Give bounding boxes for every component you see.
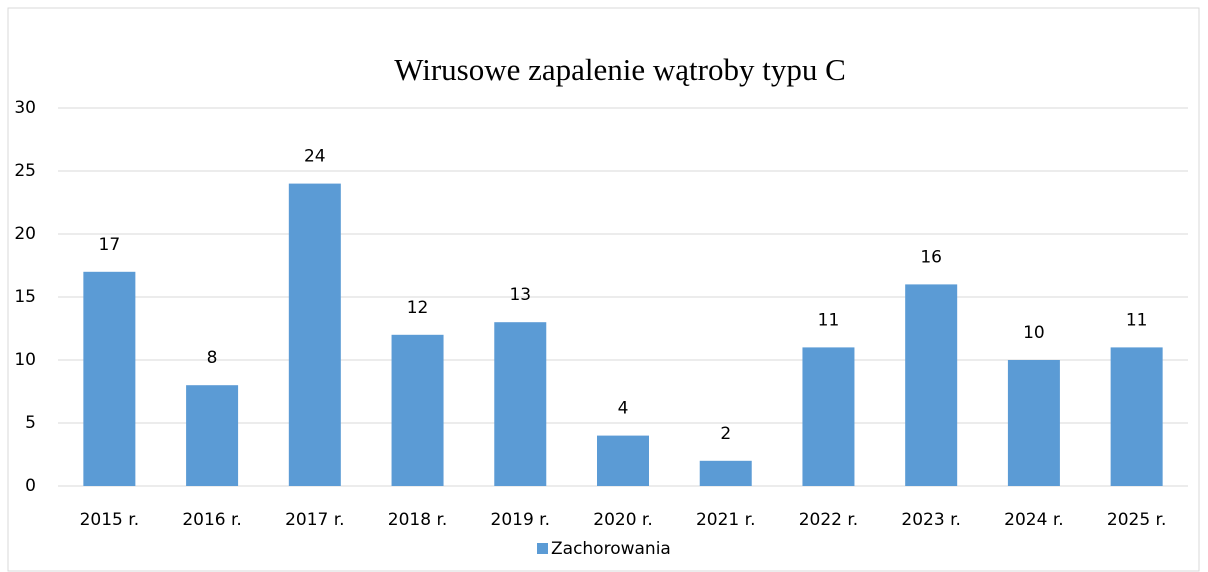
data-label: 12 bbox=[407, 298, 429, 318]
data-label: 17 bbox=[99, 235, 121, 255]
y-tick-label: 20 bbox=[14, 224, 36, 244]
y-tick-label: 10 bbox=[14, 350, 36, 370]
x-tick-label: 2021 r. bbox=[696, 510, 756, 530]
bar bbox=[1110, 347, 1163, 486]
x-tick-label: 2020 r. bbox=[593, 510, 653, 530]
y-tick-label: 0 bbox=[25, 476, 36, 496]
y-tick-label: 30 bbox=[14, 98, 36, 118]
data-label: 4 bbox=[618, 399, 629, 419]
bar bbox=[83, 271, 136, 486]
x-tick-label: 2022 r. bbox=[799, 510, 859, 530]
x-tick-label: 2015 r. bbox=[80, 510, 140, 530]
x-tick-label: 2017 r. bbox=[285, 510, 345, 530]
data-label: 10 bbox=[1023, 323, 1045, 343]
data-label: 13 bbox=[509, 285, 531, 305]
legend-swatch bbox=[537, 543, 548, 554]
x-tick-label: 2016 r. bbox=[182, 510, 242, 530]
data-label: 2 bbox=[720, 424, 731, 444]
chart-frame bbox=[7, 7, 1200, 572]
data-label: 16 bbox=[920, 247, 942, 267]
bar bbox=[905, 284, 958, 486]
chart-title: Wirusowe zapalenie wątroby typu C bbox=[394, 52, 846, 87]
bar bbox=[288, 183, 341, 486]
data-label: 11 bbox=[1126, 310, 1148, 330]
data-label: 8 bbox=[207, 348, 218, 368]
y-tick-label: 5 bbox=[25, 413, 36, 433]
x-tick-label: 2023 r. bbox=[901, 510, 961, 530]
y-tick-label: 15 bbox=[14, 287, 36, 307]
bar bbox=[186, 385, 239, 486]
x-tick-label: 2018 r. bbox=[388, 510, 448, 530]
bar bbox=[597, 435, 649, 486]
legend-label: Zachorowania bbox=[551, 539, 671, 559]
bar bbox=[391, 334, 444, 486]
x-tick-label: 2019 r. bbox=[491, 510, 551, 530]
bar bbox=[699, 460, 752, 486]
y-tick-label: 25 bbox=[14, 161, 36, 181]
bar bbox=[494, 322, 547, 486]
data-label: 24 bbox=[304, 147, 326, 167]
x-tick-label: 2025 r. bbox=[1107, 510, 1167, 530]
bar bbox=[802, 347, 855, 486]
bar bbox=[1007, 360, 1060, 486]
data-label: 11 bbox=[818, 310, 840, 330]
x-tick-label: 2024 r. bbox=[1004, 510, 1064, 530]
